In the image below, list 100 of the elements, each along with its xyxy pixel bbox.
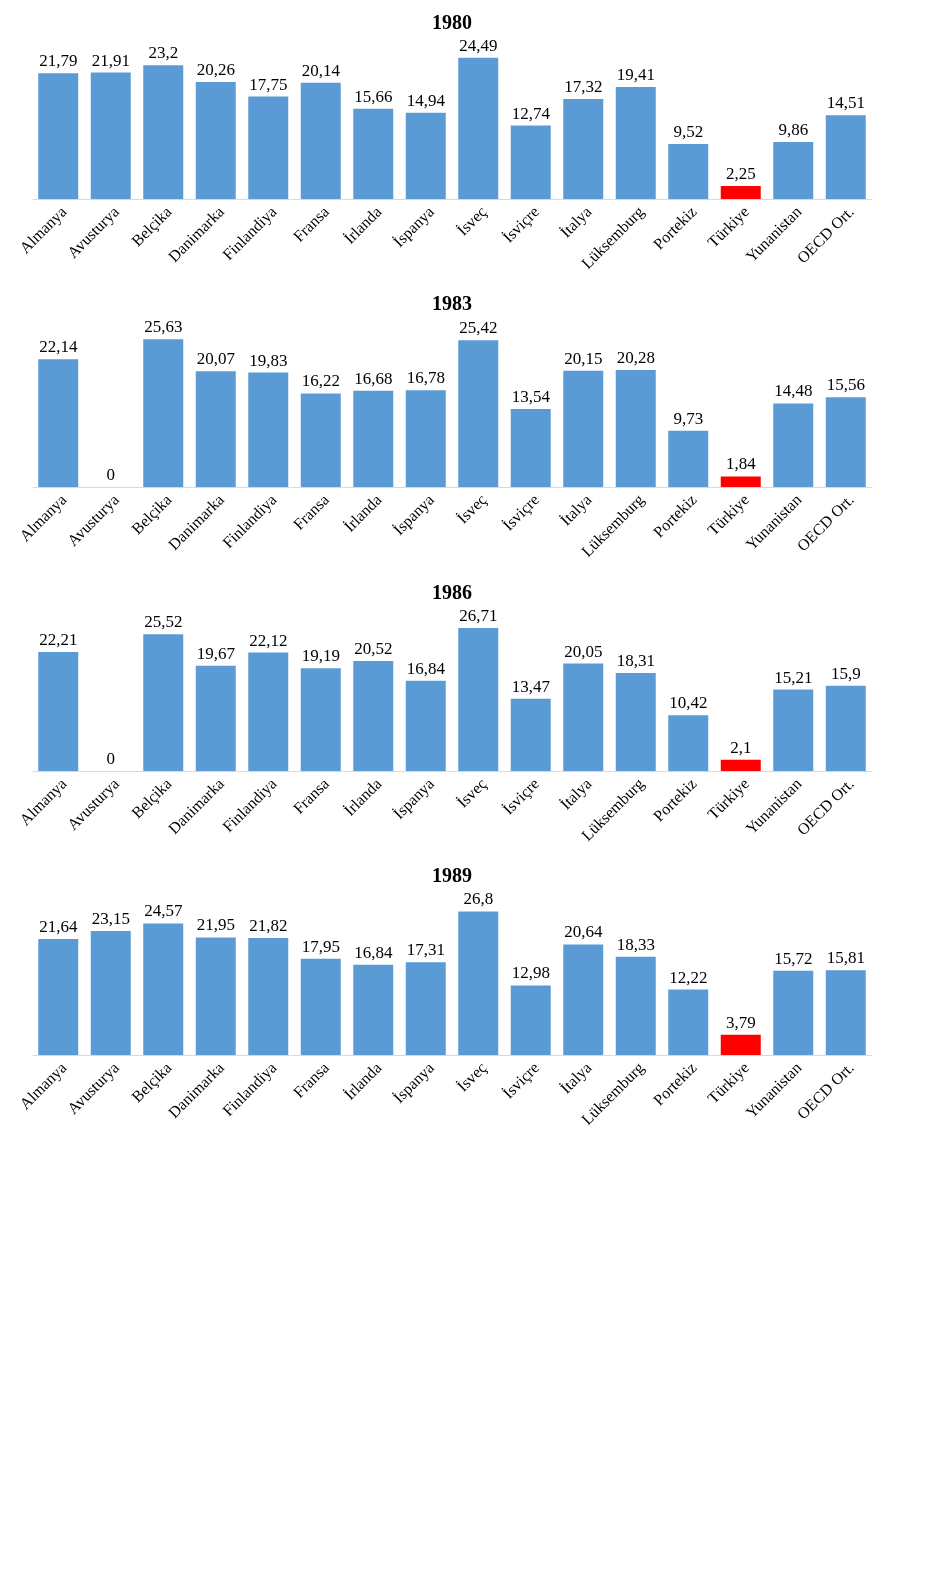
data-label: 21,64 [39, 917, 78, 937]
data-label: 26,71 [459, 605, 498, 625]
data-label: 20,05 [564, 641, 603, 661]
bar [300, 393, 341, 487]
bar [563, 944, 604, 1055]
data-label: 25,42 [459, 318, 498, 338]
data-label: 12,22 [669, 967, 708, 987]
data-label: 20,26 [196, 60, 235, 80]
bar [668, 715, 709, 771]
bar [353, 661, 394, 771]
data-label: 17,31 [406, 940, 445, 960]
data-label: 14,51 [826, 93, 865, 113]
data-label: 19,19 [301, 646, 340, 666]
bar [510, 408, 551, 487]
bar [668, 430, 709, 487]
bar [458, 911, 499, 1055]
data-label: 24,49 [459, 35, 498, 55]
data-label: 17,32 [564, 77, 603, 97]
bar [668, 144, 709, 199]
data-label: 14,48 [774, 381, 813, 401]
data-label: 16,84 [354, 942, 393, 962]
bar [720, 759, 761, 771]
bar [143, 65, 184, 199]
bar [563, 99, 604, 199]
data-label: 2,1 [730, 737, 752, 757]
bar [825, 685, 866, 771]
data-label: 15,66 [354, 86, 393, 106]
bar [720, 476, 761, 487]
data-label: 12,98 [511, 963, 550, 983]
data-label: 20,28 [616, 348, 655, 367]
bar [90, 72, 131, 199]
bar [615, 370, 656, 487]
bar [143, 339, 184, 487]
data-label: 21,79 [39, 51, 78, 71]
data-label: 16,68 [354, 368, 393, 388]
data-label: 17,95 [301, 936, 340, 956]
data-label: 19,67 [196, 643, 236, 663]
bar [353, 108, 394, 199]
data-label: 19,83 [249, 350, 288, 370]
data-label: 2,25 [725, 164, 756, 184]
data-label: 14,94 [406, 90, 446, 110]
bar [248, 652, 289, 771]
data-label: 21,95 [196, 915, 235, 935]
chart-title: 1989 [432, 864, 472, 887]
data-label: 1,84 [725, 454, 757, 474]
bar [458, 627, 499, 771]
data-label: 15,9 [830, 663, 861, 683]
data-label: 24,57 [144, 901, 183, 921]
chart-title: 1986 [432, 580, 472, 603]
data-label: 20,07 [196, 349, 236, 369]
data-label: 9,52 [673, 122, 704, 142]
bar [195, 937, 236, 1055]
bar [143, 923, 184, 1055]
data-label: 15,21 [774, 667, 813, 687]
bar [825, 115, 866, 199]
data-label: 26,8 [463, 889, 494, 909]
data-label: 20,15 [564, 348, 603, 368]
chart-title: 1983 [432, 292, 472, 315]
bar [300, 958, 341, 1055]
chart-title: 1980 [432, 10, 472, 33]
data-label: 12,74 [511, 103, 551, 123]
bar [405, 112, 446, 199]
bar [195, 82, 236, 199]
bar [825, 397, 866, 487]
bar [720, 186, 761, 199]
data-label: 22,14 [39, 337, 78, 357]
bar [615, 672, 656, 771]
bar [248, 96, 289, 199]
bar [405, 680, 446, 771]
data-label: 23,15 [91, 908, 130, 928]
data-label: 9,73 [673, 408, 704, 428]
data-label: 15,56 [826, 375, 865, 395]
data-label: 15,81 [826, 948, 865, 968]
bar [510, 125, 551, 199]
bar [353, 390, 394, 487]
bar [773, 403, 814, 487]
data-label: 16,78 [406, 368, 445, 388]
data-label: 21,82 [249, 916, 288, 936]
bar [143, 634, 184, 771]
bar [248, 938, 289, 1055]
data-label: 15,72 [774, 948, 813, 968]
bar [615, 956, 656, 1055]
bar [773, 970, 814, 1055]
data-label: 21,91 [91, 50, 130, 70]
bar [300, 668, 341, 771]
data-label: 10,42 [669, 693, 708, 713]
bar [510, 985, 551, 1055]
data-label: 16,22 [301, 371, 340, 391]
bar [405, 962, 446, 1055]
bar [38, 652, 79, 771]
bar [563, 663, 604, 771]
bar [615, 87, 656, 199]
data-label: 25,52 [144, 612, 183, 632]
bar [458, 57, 499, 199]
bar [90, 930, 131, 1055]
data-label: 19,41 [616, 65, 655, 85]
bar [353, 964, 394, 1055]
data-label: 25,63 [144, 317, 183, 337]
bar [720, 1034, 761, 1055]
data-label: 20,14 [301, 60, 341, 80]
